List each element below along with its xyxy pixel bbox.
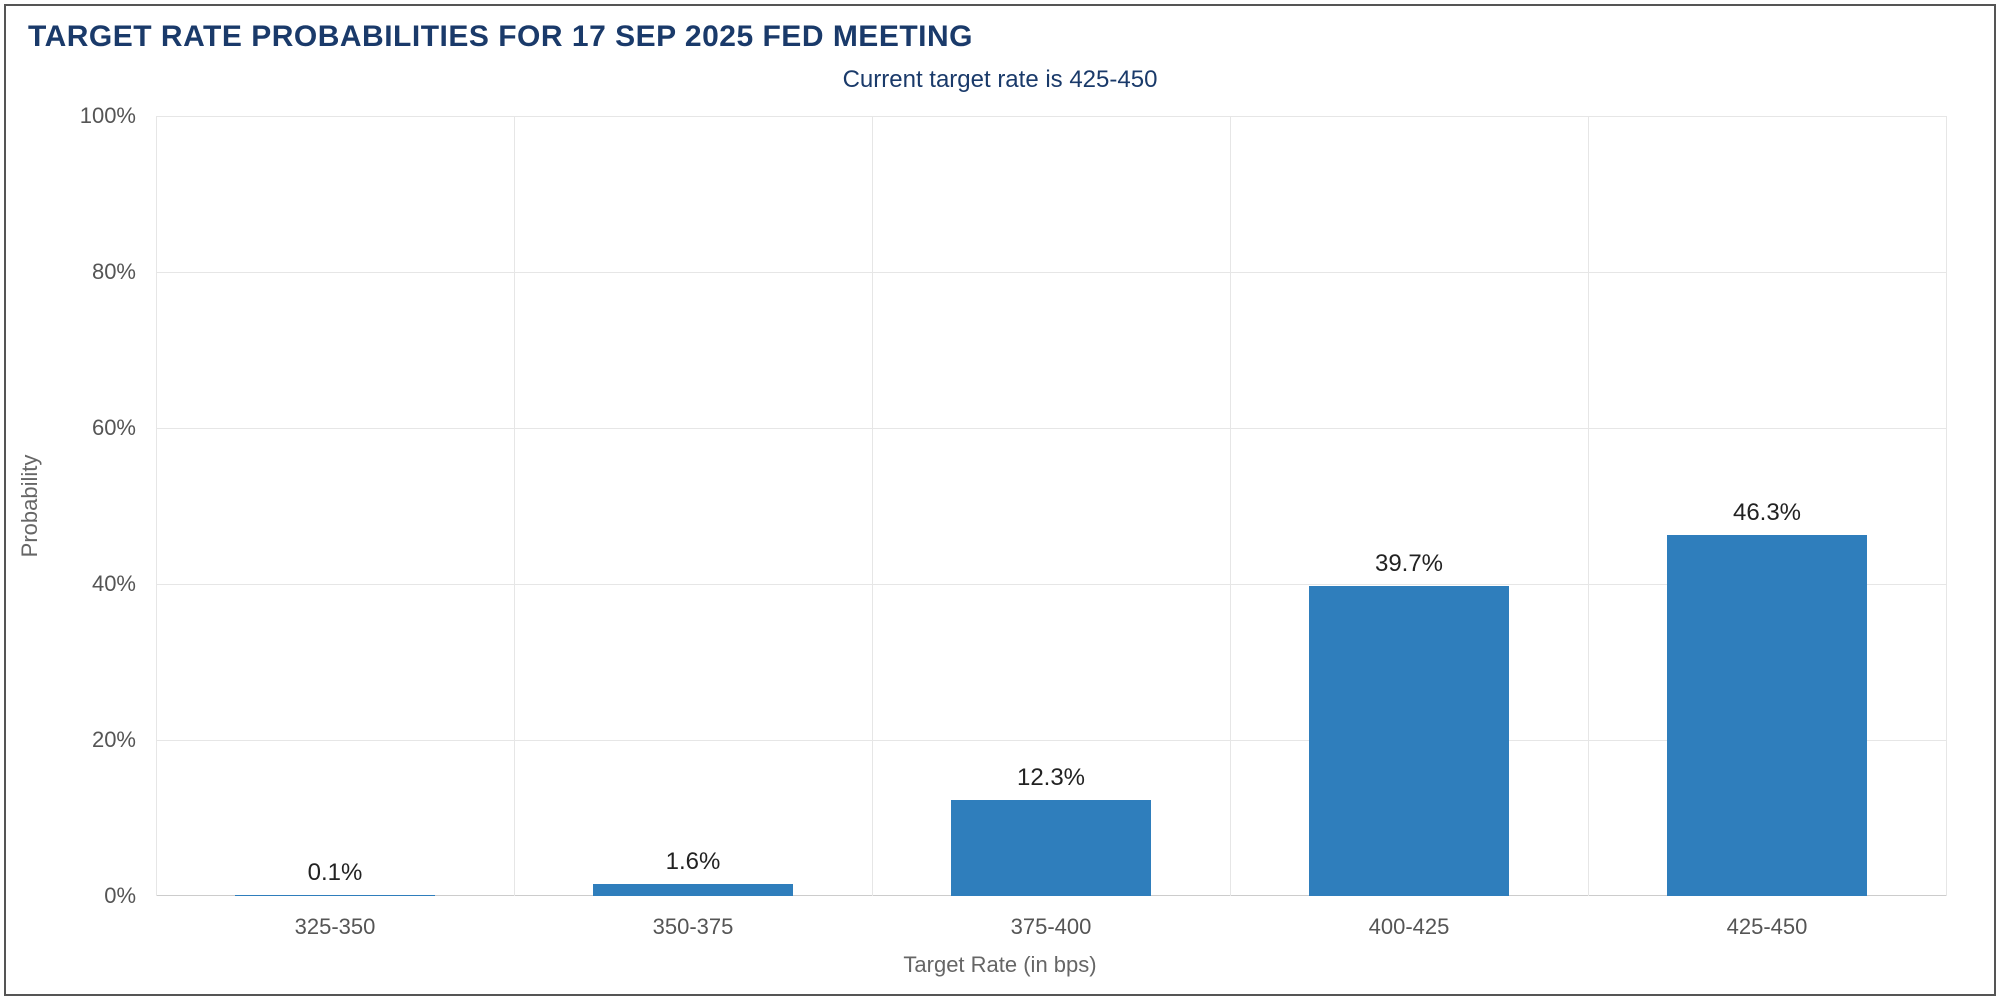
gridline-horizontal: [156, 116, 1946, 117]
x-tick-label: 400-425: [1309, 914, 1509, 940]
bar: [951, 800, 1151, 896]
gridline-vertical: [1946, 116, 1947, 896]
bar-value-label: 39.7%: [1309, 550, 1509, 578]
x-tick-label: 425-450: [1667, 914, 1867, 940]
gridline-vertical: [156, 116, 157, 896]
chart-subtitle: Current target rate is 425-450: [6, 66, 1994, 94]
x-tick-label: 350-375: [593, 914, 793, 940]
x-tick-label: 325-350: [235, 914, 435, 940]
chart-title: TARGET RATE PROBABILITIES FOR 17 SEP 202…: [28, 20, 973, 54]
bar: [593, 884, 793, 896]
y-tick-label: 100%: [46, 103, 136, 129]
bar-value-label: 1.6%: [593, 848, 793, 876]
gridline-vertical: [1588, 116, 1589, 896]
gridline-vertical: [1230, 116, 1231, 896]
gridline-vertical: [872, 116, 873, 896]
plot-area: 0.1% 1.6% 12.3% 39.7% 46.3%: [156, 116, 1946, 896]
bar-value-label: 0.1%: [235, 859, 435, 887]
y-tick-label: 0%: [46, 883, 136, 909]
gridline-vertical: [514, 116, 515, 896]
chart-frame: TARGET RATE PROBABILITIES FOR 17 SEP 202…: [4, 4, 1996, 996]
gridline-horizontal: [156, 428, 1946, 429]
y-tick-label: 20%: [46, 727, 136, 753]
bar: [1667, 535, 1867, 896]
bar-value-label: 46.3%: [1667, 499, 1867, 527]
bar-value-label: 12.3%: [951, 764, 1151, 792]
bar: [235, 895, 435, 896]
x-axis-title: Target Rate (in bps): [6, 952, 1994, 978]
y-tick-label: 60%: [46, 415, 136, 441]
gridline-horizontal: [156, 272, 1946, 273]
y-axis-title: Probability: [17, 455, 43, 558]
bar: [1309, 586, 1509, 896]
x-tick-label: 375-400: [951, 914, 1151, 940]
y-tick-label: 80%: [46, 259, 136, 285]
y-tick-label: 40%: [46, 571, 136, 597]
